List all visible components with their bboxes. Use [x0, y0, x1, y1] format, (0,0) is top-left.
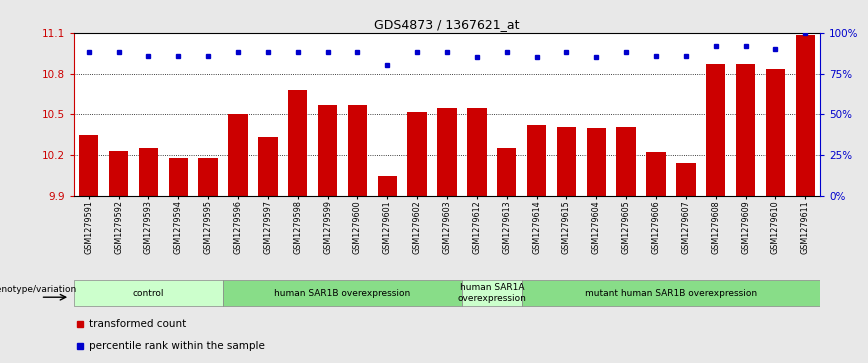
Text: control: control: [133, 289, 164, 298]
Bar: [168, 158, 188, 196]
Bar: [378, 176, 397, 196]
Bar: [556, 127, 576, 196]
Bar: [706, 64, 726, 196]
Text: human SAR1A
overexpression: human SAR1A overexpression: [457, 284, 526, 303]
FancyBboxPatch shape: [462, 280, 522, 306]
Text: genotype/variation: genotype/variation: [0, 285, 76, 294]
Bar: [199, 158, 218, 196]
Bar: [108, 151, 128, 196]
Bar: [616, 127, 636, 196]
Text: transformed count: transformed count: [89, 319, 187, 329]
Title: GDS4873 / 1367621_at: GDS4873 / 1367621_at: [374, 19, 520, 32]
Bar: [736, 64, 755, 196]
Bar: [288, 90, 307, 196]
Bar: [258, 138, 278, 196]
Bar: [318, 105, 338, 196]
Bar: [139, 148, 158, 196]
Bar: [527, 125, 546, 196]
Bar: [647, 152, 666, 196]
Bar: [497, 148, 516, 196]
Bar: [796, 35, 815, 196]
Bar: [587, 128, 606, 196]
Bar: [676, 163, 695, 196]
Text: human SAR1B overexpression: human SAR1B overexpression: [274, 289, 411, 298]
Bar: [348, 105, 367, 196]
Bar: [407, 112, 427, 196]
Bar: [437, 107, 457, 196]
Bar: [766, 69, 786, 196]
Bar: [79, 135, 98, 196]
FancyBboxPatch shape: [522, 280, 820, 306]
FancyBboxPatch shape: [74, 280, 223, 306]
Bar: [228, 114, 247, 196]
Text: mutant human SAR1B overexpression: mutant human SAR1B overexpression: [585, 289, 757, 298]
Text: percentile rank within the sample: percentile rank within the sample: [89, 341, 266, 351]
Bar: [467, 107, 487, 196]
FancyBboxPatch shape: [223, 280, 462, 306]
